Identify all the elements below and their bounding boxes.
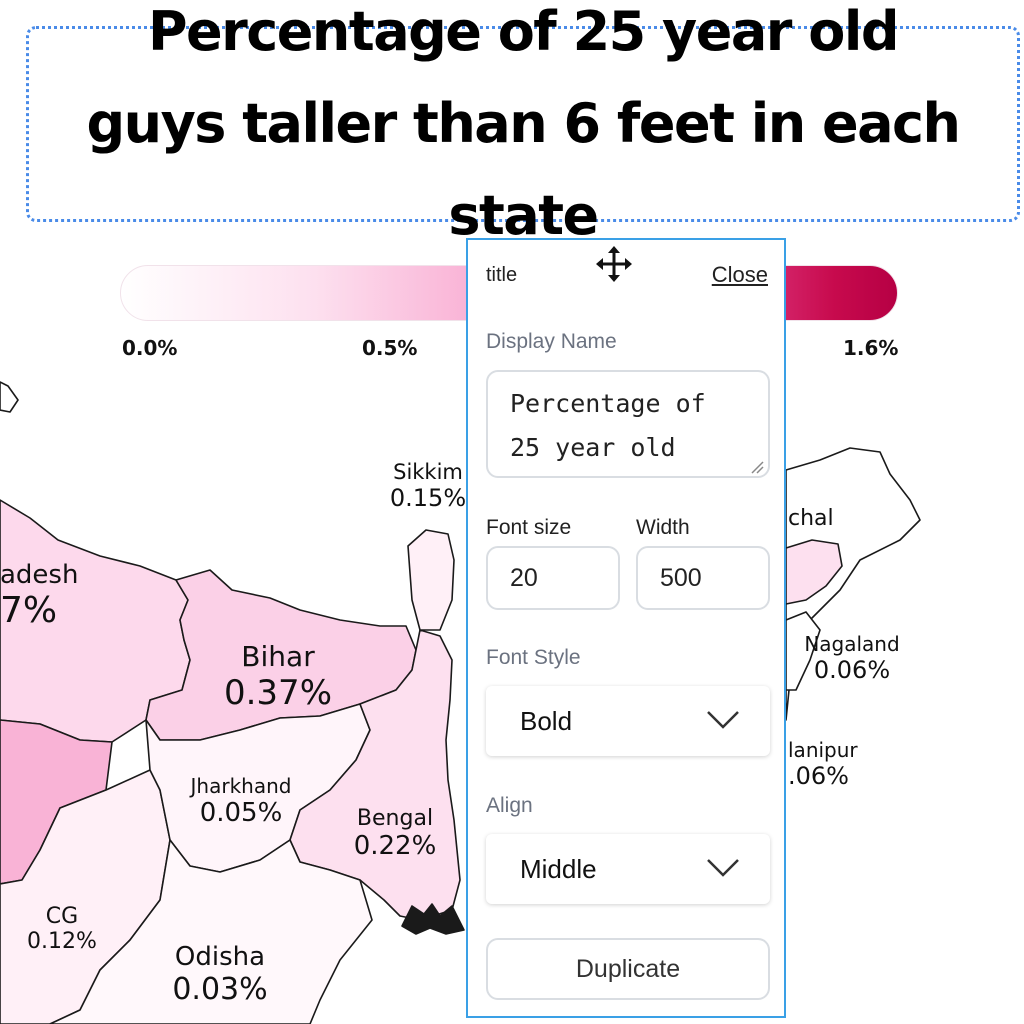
title-editor-panel: title Close Display Name Percentage of 2… xyxy=(466,238,786,1018)
label-region-4-value: 0.12% xyxy=(27,929,97,954)
label-region-1-value: 0.37% xyxy=(223,673,332,713)
align-label: Align xyxy=(486,794,533,817)
label-region-5: Odisha 0.03% xyxy=(160,942,280,1007)
label-region-5-value: 0.03% xyxy=(172,972,268,1007)
label-region-0-value: 7% xyxy=(0,590,58,631)
panel-header: title xyxy=(486,264,518,286)
region-sikkim xyxy=(407,529,455,631)
label-region-5-name: Odisha xyxy=(174,942,266,972)
label-region-9-value: .06% xyxy=(788,762,849,790)
chart-title-box[interactable]: Percentage of 25 year old guys taller th… xyxy=(26,0,1020,247)
region-odisha xyxy=(49,839,373,1024)
region-arunachal-highlight xyxy=(785,539,843,605)
font-size-input[interactable] xyxy=(486,546,620,610)
label-region-2-name: Jharkhand xyxy=(190,774,292,798)
label-region-3-value: 0.22% xyxy=(353,831,437,861)
label-region-6-name: Sikkim xyxy=(393,460,463,484)
chevron-down-icon xyxy=(707,711,739,729)
label-region-7-name: chal xyxy=(788,506,834,531)
chevron-down-icon xyxy=(707,859,739,877)
align-select[interactable]: Middle xyxy=(486,834,770,904)
label-region-7: chal xyxy=(788,506,834,531)
font-size-label: Font size xyxy=(486,516,572,539)
label-region-4-name: CG xyxy=(45,904,79,929)
label-region-2: Jharkhand 0.05% xyxy=(176,774,306,828)
font-style-selected: Bold xyxy=(520,705,573,736)
label-region-8-name: Nagaland xyxy=(804,632,900,656)
font-style-label: Font Style xyxy=(486,646,581,669)
label-region-9-name: lanipur xyxy=(788,738,858,762)
label-region-8-value: 0.06% xyxy=(813,656,891,684)
legend-tick-mid: 0.5% xyxy=(362,336,418,360)
label-region-9: lanipur .06% xyxy=(788,738,858,790)
width-label: Width xyxy=(636,516,690,539)
region-delta-coast xyxy=(401,903,465,935)
label-region-1: Bihar 0.37% xyxy=(218,640,338,713)
legend-tick-min: 0.0% xyxy=(122,336,178,360)
duplicate-button[interactable]: Duplicate xyxy=(486,938,770,1000)
region-northwest-fragment xyxy=(0,381,19,413)
font-style-select[interactable]: Bold xyxy=(486,686,770,756)
display-name-label: Display Name xyxy=(486,330,617,353)
display-name-textarea[interactable]: Percentage of 25 year old xyxy=(486,370,770,478)
move-icon[interactable] xyxy=(596,246,632,282)
label-region-8: Nagaland 0.06% xyxy=(804,632,900,684)
label-region-3-name: Bengal xyxy=(356,806,434,831)
label-region-6: Sikkim 0.15% xyxy=(386,460,470,512)
width-input[interactable] xyxy=(636,546,770,610)
close-link[interactable]: Close xyxy=(711,262,768,287)
label-region-1-name: Bihar xyxy=(241,640,315,673)
label-region-2-value: 0.05% xyxy=(199,798,283,828)
legend-tick-max: 1.6% xyxy=(843,336,899,360)
label-region-3: Bengal 0.22% xyxy=(340,806,450,861)
label-region-4: CG 0.12% xyxy=(14,904,110,954)
chart-title: Percentage of 25 year old guys taller th… xyxy=(86,0,961,247)
align-selected: Middle xyxy=(520,853,597,884)
label-region-0-name: adesh xyxy=(0,560,79,590)
resize-grip-icon[interactable] xyxy=(748,458,764,474)
label-region-0: adesh 7% xyxy=(0,560,78,631)
label-region-6-value: 0.15% xyxy=(389,484,467,512)
region-nagaland xyxy=(785,611,821,691)
